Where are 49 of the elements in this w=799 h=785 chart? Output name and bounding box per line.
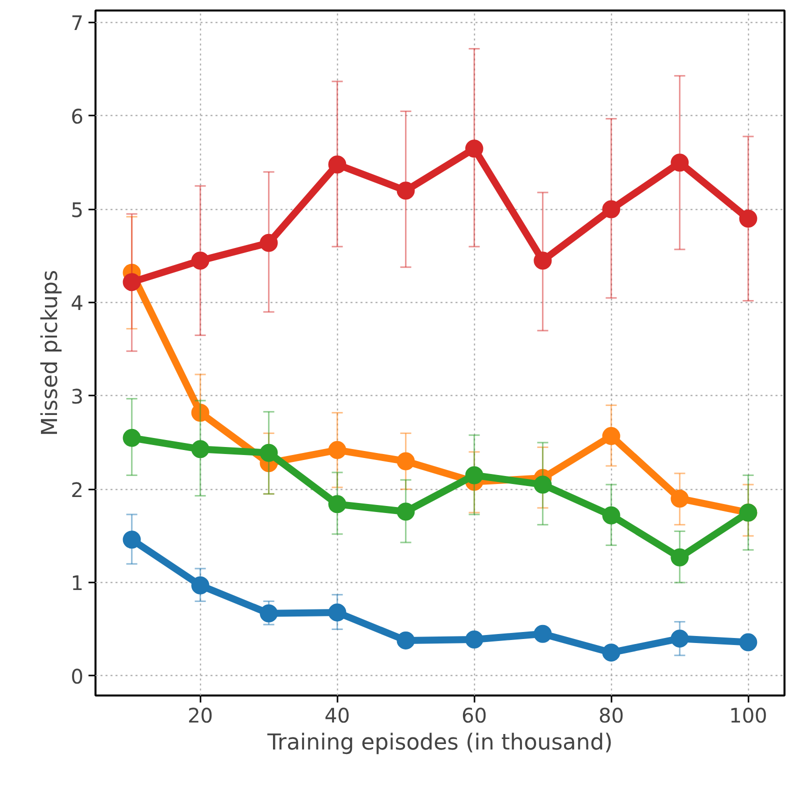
x-tick-label: 40 <box>324 704 350 728</box>
point <box>328 156 346 174</box>
point <box>739 210 758 228</box>
point <box>465 140 484 158</box>
y-tick-label: 5 <box>70 198 84 222</box>
x-tick-label: 100 <box>729 704 768 728</box>
point <box>260 604 278 622</box>
point <box>191 576 210 594</box>
x-tick-label: 20 <box>188 704 214 728</box>
y-tick-label: 6 <box>70 104 84 128</box>
point <box>670 630 689 648</box>
x-tick-label: 60 <box>462 704 487 728</box>
point <box>465 466 484 484</box>
point <box>739 633 758 652</box>
point <box>191 404 210 422</box>
x-axis-title: Training episodes (in thousand) <box>266 730 613 756</box>
y-tick-label: 7 <box>70 11 84 36</box>
point <box>396 502 415 521</box>
x-tick-label: 80 <box>598 704 624 728</box>
point <box>328 495 346 514</box>
point <box>602 427 620 446</box>
point <box>465 630 484 648</box>
point <box>670 548 689 566</box>
y-tick-label: 0 <box>70 664 84 688</box>
point <box>670 154 689 172</box>
y-tick-label: 3 <box>70 384 84 408</box>
point <box>191 440 210 458</box>
point <box>534 624 552 643</box>
y-tick-label: 1 <box>70 571 84 596</box>
point <box>396 631 415 650</box>
point <box>122 273 141 292</box>
point <box>122 530 141 549</box>
point <box>191 252 210 270</box>
point <box>602 644 620 662</box>
y-axis-title: Missed pickups <box>38 270 63 436</box>
point <box>602 506 620 524</box>
point <box>602 200 620 218</box>
point <box>534 252 552 270</box>
point <box>396 452 415 470</box>
point <box>396 182 415 200</box>
point <box>260 444 278 462</box>
y-tick-label: 2 <box>70 478 84 502</box>
point <box>670 490 689 508</box>
point <box>260 234 278 252</box>
point <box>328 441 346 460</box>
point <box>122 428 141 447</box>
y-tick-label: 4 <box>70 291 84 316</box>
point <box>534 476 552 494</box>
point <box>328 603 346 622</box>
